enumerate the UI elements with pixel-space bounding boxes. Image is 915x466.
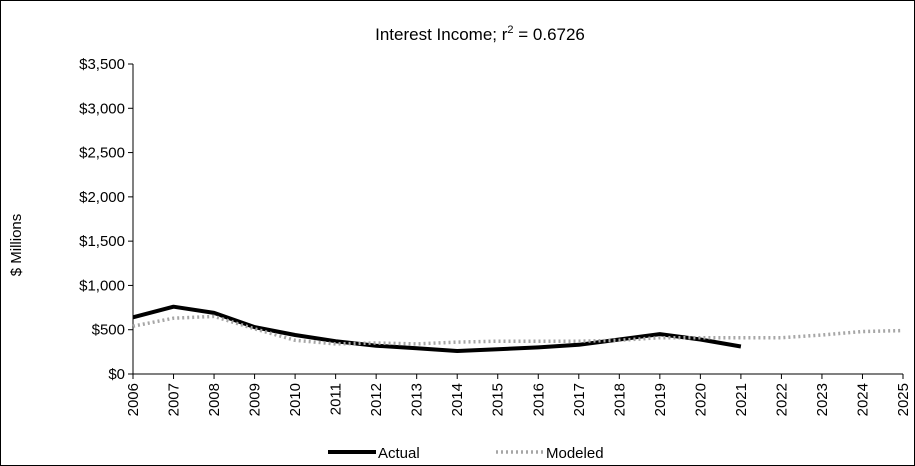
y-axis-label: $ Millions bbox=[8, 214, 25, 277]
chart-title-superscript: 2 bbox=[507, 24, 513, 36]
x-tick-label: 2015 bbox=[490, 383, 507, 416]
x-tick-label: 2012 bbox=[368, 383, 385, 416]
x-tick-label: 2006 bbox=[125, 383, 142, 416]
x-tick-label: 2017 bbox=[571, 383, 588, 416]
y-tick-label: $1,500 bbox=[79, 233, 125, 250]
x-tick-label: 2020 bbox=[692, 383, 709, 416]
legend-label-modeled: Modeled bbox=[546, 445, 604, 462]
x-tick-label: 2019 bbox=[652, 383, 669, 416]
x-tick-label: 2016 bbox=[530, 383, 547, 416]
x-axis-ticks: 2006 2007 2008 2009 2010 2011 2012 2013 2014 2015… bbox=[125, 374, 912, 416]
x-tick-label: 2011 bbox=[328, 383, 345, 415]
x-tick-label: 2013 bbox=[409, 383, 426, 416]
y-tick-label: $500 bbox=[92, 322, 125, 339]
chart-title: Interest Income; r2 = 0.6726 bbox=[375, 24, 585, 44]
chart-title-main: Interest Income; r bbox=[375, 25, 508, 44]
y-tick-label: $3,000 bbox=[79, 100, 125, 117]
legend: Actual Modeled bbox=[328, 445, 604, 462]
y-tick-label: $0 bbox=[108, 366, 125, 383]
y-tick-label: $1,000 bbox=[79, 277, 125, 294]
x-tick-label: 2022 bbox=[773, 383, 790, 416]
x-tick-label: 2025 bbox=[895, 383, 912, 416]
x-tick-label: 2021 bbox=[733, 383, 750, 416]
x-tick-label: 2018 bbox=[611, 383, 628, 416]
y-tick-label: $2,000 bbox=[79, 189, 125, 206]
y-axis-ticks: $0 $500 $1,000 $1,500 $2,000 $2,500 $3,000 $3,5… bbox=[79, 56, 133, 383]
legend-label-actual: Actual bbox=[378, 445, 420, 462]
x-tick-label: 2014 bbox=[449, 383, 466, 416]
chart-title-tail: = 0.6726 bbox=[514, 25, 585, 44]
x-tick-label: 2010 bbox=[287, 383, 304, 416]
y-tick-label: $2,500 bbox=[79, 145, 125, 162]
x-tick-label: 2009 bbox=[247, 383, 264, 416]
x-tick-label: 2008 bbox=[206, 383, 223, 416]
x-tick-label: 2023 bbox=[814, 383, 831, 416]
y-tick-label: $3,500 bbox=[79, 56, 125, 73]
x-tick-label: 2024 bbox=[854, 383, 871, 416]
series-line-actual bbox=[132, 304, 742, 353]
series-line-modeled bbox=[132, 314, 904, 346]
x-tick-label: 2007 bbox=[166, 383, 183, 416]
series-lines bbox=[132, 304, 904, 353]
